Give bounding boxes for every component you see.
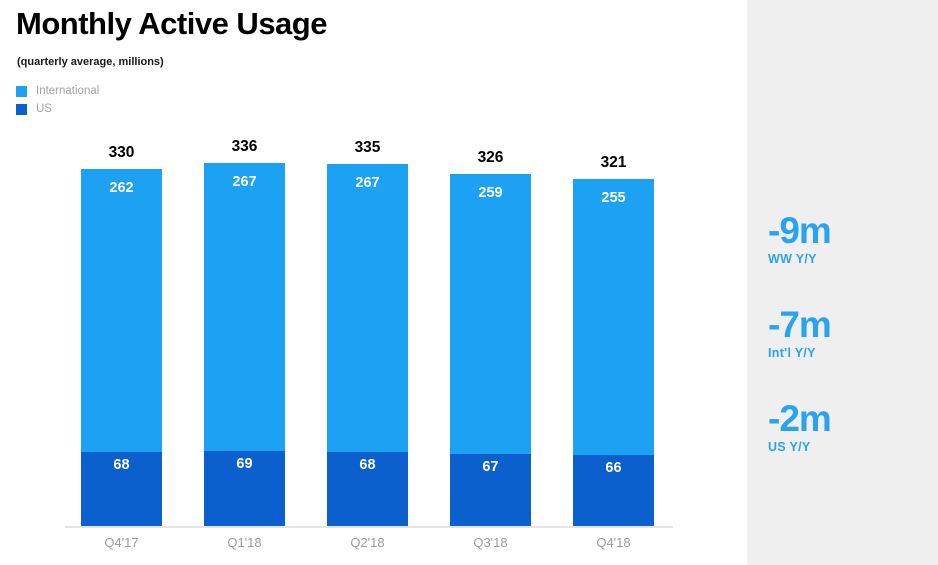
- bar-group: 255 66: [573, 179, 654, 526]
- total-value-label: 335: [354, 139, 381, 156]
- us-value-label: 68: [113, 457, 130, 473]
- bar-us-segment: 68: [327, 452, 408, 526]
- us-swatch-icon: [16, 103, 27, 115]
- stat-us-yy: -2m US Y/Y: [768, 398, 832, 454]
- bar-group: 259 67: [450, 174, 531, 526]
- international-swatch-icon: [16, 85, 27, 97]
- legend-item-us: US: [16, 103, 99, 115]
- x-axis-label: Q2'18: [350, 535, 385, 550]
- legend-label: US: [36, 103, 52, 115]
- international-value-label: 262: [109, 180, 134, 196]
- legend: International US: [16, 85, 99, 121]
- bar-us-segment: 67: [450, 454, 531, 526]
- total-value-label: 326: [477, 149, 504, 166]
- total-value-label: 321: [600, 154, 627, 171]
- total-value-label: 336: [231, 138, 258, 155]
- stat-label: US Y/Y: [768, 440, 811, 454]
- stat-value: -9m: [768, 210, 832, 251]
- x-axis-label: Q4'17: [104, 535, 139, 550]
- bar-group: 262 68: [81, 169, 162, 526]
- bar-us-segment: 66: [573, 455, 654, 526]
- bar-group: 267 69: [204, 163, 285, 526]
- stat-value: -7m: [768, 304, 832, 345]
- chart-title: Monthly Active Usage: [16, 6, 327, 41]
- stat-label: WW Y/Y: [768, 252, 817, 266]
- stat-ww-yy: -9m WW Y/Y: [768, 210, 832, 266]
- legend-item-international: International: [16, 85, 99, 97]
- stat-intl-yy: -7m Int'l Y/Y: [768, 304, 832, 360]
- stat-value: -2m: [768, 398, 832, 439]
- us-value-label: 66: [605, 460, 622, 476]
- stat-label: Int'l Y/Y: [768, 346, 816, 360]
- bar-us-segment: 68: [81, 452, 162, 526]
- total-value-label: 330: [108, 144, 135, 161]
- international-value-label: 267: [232, 174, 257, 190]
- sidebar: -9m WW Y/Y -7m Int'l Y/Y -2m US Y/Y: [747, 0, 938, 565]
- x-axis-label: Q3'18: [473, 535, 508, 550]
- legend-label: International: [36, 85, 100, 97]
- plot-area: 262 68 330 Q4'17 267 69 336 Q1'18 267 68 335 Q2'18 2…: [65, 0, 673, 550]
- international-value-label: 259: [478, 185, 503, 201]
- chart-subtitle: (quarterly average, millions): [17, 56, 164, 68]
- x-axis-label: Q4'18: [596, 535, 631, 550]
- us-value-label: 69: [236, 456, 253, 472]
- bar-group: 267 68: [327, 164, 408, 526]
- us-value-label: 67: [482, 459, 499, 475]
- international-value-label: 267: [355, 175, 380, 191]
- bar-us-segment: 69: [204, 451, 285, 526]
- x-axis-label: Q1'18: [227, 535, 262, 550]
- international-value-label: 255: [601, 190, 626, 206]
- us-value-label: 68: [359, 457, 376, 473]
